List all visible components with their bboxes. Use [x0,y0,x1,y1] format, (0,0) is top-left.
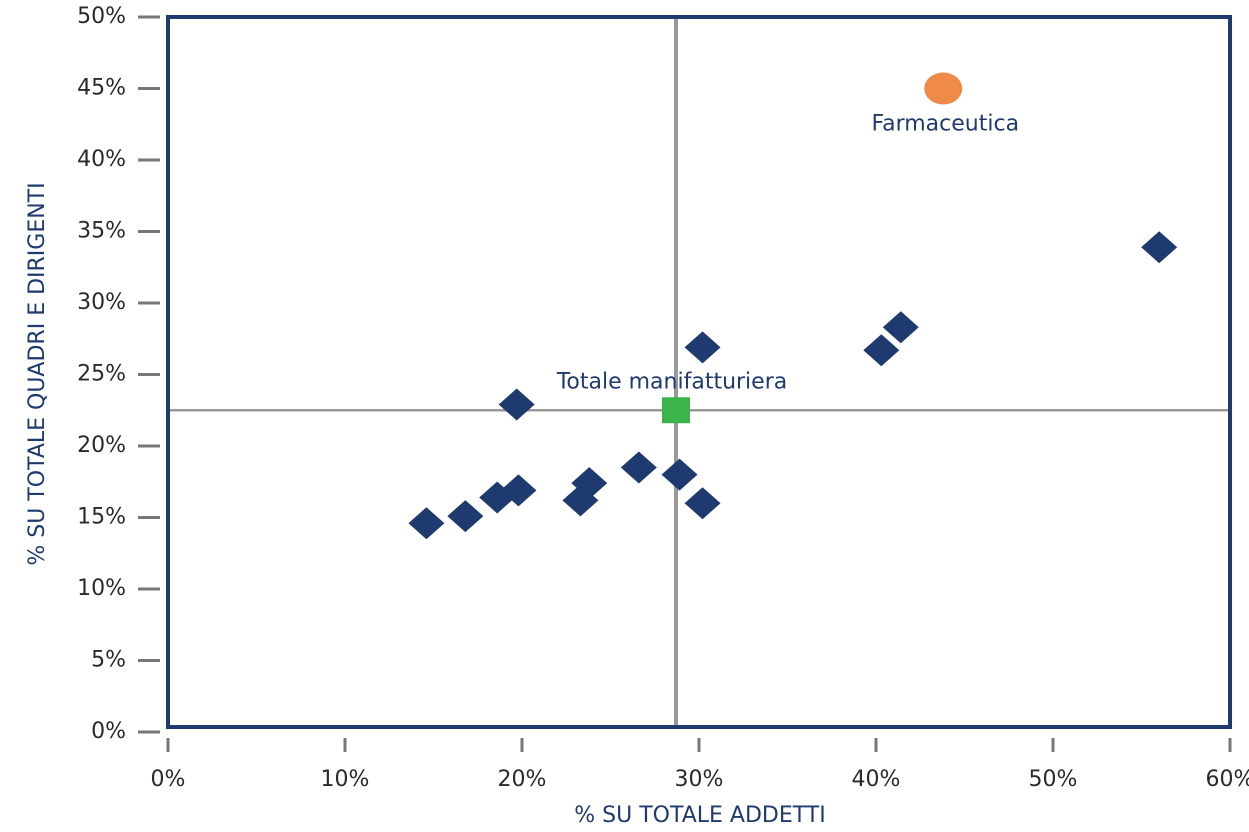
diamond-point [408,507,445,540]
y-tick-label: 45% [77,76,126,101]
diamond-point [661,458,698,491]
diamond-point [620,451,657,484]
x-tick-label: 20% [498,767,547,792]
diamond-point [684,331,721,364]
y-tick-label: 35% [77,219,126,244]
x-tick-label: 10% [321,767,370,792]
diamond-point [447,500,484,533]
diamond-point [562,484,599,517]
y-tick-label: 40% [77,147,126,172]
point-label: Farmaceutica [871,112,1019,137]
y-tick-label: 10% [77,576,126,601]
point-label: Totale manifatturiera [556,369,788,394]
y-axis-label: % SU TOTALE QUADRI E DIRIGENTI [25,182,50,565]
x-tick-label: 0% [151,767,186,792]
square-point [661,397,690,424]
diamond-point [1141,231,1178,264]
y-tick-label: 30% [77,290,126,315]
circle-point [924,72,963,105]
diamond-point [684,487,721,520]
y-tick-label: 0% [91,719,126,744]
y-tick-label: 20% [77,433,126,458]
x-tick-label: 40% [852,767,901,792]
diamond-point [498,388,535,421]
y-tick-label: 25% [77,362,126,387]
diamond-point [500,474,537,507]
y-tick-label: 5% [91,648,126,673]
y-tick-label: 15% [77,505,126,530]
diamond-point [882,311,919,344]
plot-frame [166,15,1232,729]
x-tick-label: 60% [1206,767,1249,792]
x-tick-label: 30% [675,767,724,792]
x-tick-label: 50% [1029,767,1078,792]
diamond-point [863,334,900,367]
x-axis-label: % SU TOTALE ADDETTI [574,803,825,828]
y-tick-label: 50% [77,4,126,29]
diamond-point [479,481,516,514]
